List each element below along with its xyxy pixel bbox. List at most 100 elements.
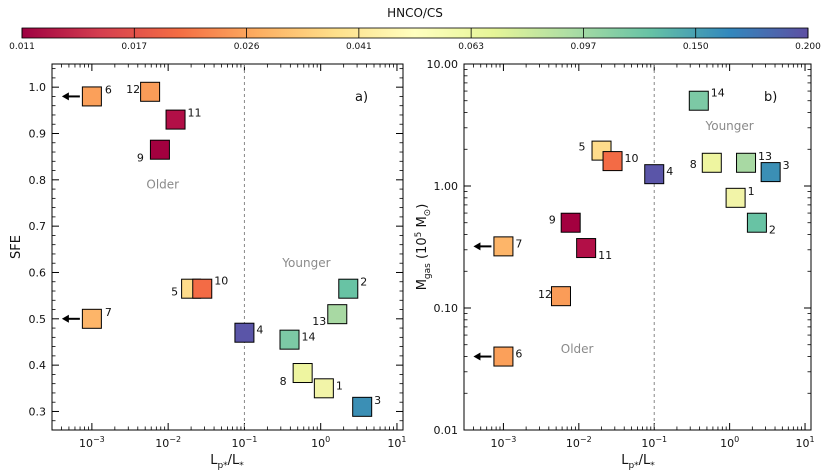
data-point-2: [746, 212, 767, 233]
data-point-7: [493, 236, 514, 257]
data-point-4: [644, 164, 665, 185]
data-point-label: 12: [126, 83, 140, 96]
colorbar-tick-label: 0.011: [9, 42, 35, 52]
data-point-12: [550, 286, 571, 307]
upper-limit-arrowhead: [61, 314, 69, 323]
colorbar-tick-label: 0.150: [683, 42, 709, 52]
y-tick-label: 10.00: [427, 58, 459, 71]
region-label: Younger: [281, 256, 330, 270]
panel-b: 10−3 10−2 10−1 100 1010.010.101.0010.00Young…: [414, 58, 815, 471]
data-point-3: [352, 396, 373, 417]
y-tick-label: 0.6: [29, 266, 47, 279]
panel-a: 10−3 10−2 10−1 100 1010.30.40.50.60.70.80.91…: [9, 63, 407, 471]
data-point-label: 11: [188, 107, 202, 120]
x-tick-label: 101: [795, 435, 814, 450]
data-point-13: [736, 152, 757, 173]
data-point-14: [688, 90, 709, 111]
y-tick-label: 0.3: [29, 405, 47, 418]
data-point-3: [760, 162, 781, 183]
data-point-label: 4: [666, 165, 673, 178]
data-point-4: [234, 322, 255, 343]
colorbar-tick-label: 0.097: [571, 42, 597, 52]
region-label: Younger: [705, 119, 754, 133]
data-point-label: 5: [171, 286, 178, 299]
data-point-6: [81, 86, 102, 107]
x-tick-label: 10−1: [232, 435, 258, 450]
panel-b-tag: b): [764, 90, 777, 105]
data-point-10: [602, 151, 623, 172]
data-point-label: 3: [374, 394, 381, 407]
x-tick-label: 10−3: [79, 435, 105, 450]
data-point-2: [338, 278, 359, 299]
data-point-label: 12: [538, 288, 552, 301]
y-tick-label: 0.5: [29, 313, 47, 326]
panel-a-ylabel: SFE: [9, 235, 24, 259]
colorbar: HNCO/CS 0.011 0.017 0.026 0.041 0.063 0.097 0.…: [9, 6, 821, 52]
panel-a-axes: 10−3 10−2 10−1 100 1010.30.40.50.60.70.80.91…: [29, 64, 407, 450]
data-point-label: 1: [748, 185, 755, 198]
data-point-label: 2: [360, 276, 367, 289]
y-tick-label: 0.8: [29, 174, 47, 187]
y-tick-label: 0.9: [29, 127, 47, 140]
x-tick-label: 100: [720, 435, 739, 450]
panel-a-frame: [51, 63, 404, 431]
data-point-1: [725, 187, 746, 208]
colorbar-ticks: 0.011 0.017 0.026 0.041 0.063 0.097 0.150 0.200: [9, 28, 821, 52]
data-point-13: [327, 304, 348, 325]
panel-b-ylabel-text: Mgas (105 M⊙): [414, 204, 433, 291]
data-point-label: 2: [769, 224, 776, 237]
data-point-label: 5: [579, 141, 586, 154]
colorbar-gradient: [21, 27, 809, 39]
data-point-10: [192, 278, 213, 299]
region-label: Older: [146, 177, 179, 191]
panel-b-ylabel: Mgas (105 M⊙): [414, 204, 433, 291]
panel-a-xlabel: Lp*/L*: [210, 453, 244, 471]
data-point-9: [149, 139, 170, 160]
data-point-label: 1: [336, 379, 343, 392]
data-point-label: 9: [137, 152, 144, 165]
data-point-6: [493, 346, 514, 367]
data-point-label: 14: [302, 331, 316, 344]
colorbar-tick-label: 0.017: [121, 42, 147, 52]
data-point-11: [576, 238, 597, 259]
data-point-label: 6: [105, 83, 112, 96]
data-point-8: [292, 363, 313, 384]
data-point-label: 8: [280, 375, 287, 388]
x-tick-label: 10−2: [155, 435, 181, 450]
upper-limit-arrowhead: [473, 242, 481, 251]
colorbar-tick-label: 0.063: [458, 42, 484, 52]
panel-a-tag: a): [355, 90, 368, 105]
data-point-11: [165, 109, 186, 130]
colorbar-tick-label: 0.041: [346, 42, 372, 52]
data-point-14: [279, 329, 300, 350]
x-tick-label: 10−3: [491, 435, 517, 450]
colorbar-title: HNCO/CS: [387, 6, 443, 20]
y-tick-label: 0.4: [29, 359, 47, 372]
data-point-label: 10: [625, 152, 639, 165]
data-point-label: 11: [598, 249, 612, 262]
colorbar-tick-label: 0.026: [234, 42, 260, 52]
data-point-12: [140, 81, 161, 102]
panel-b-axes: 10−3 10−2 10−1 100 1010.010.101.0010.00Young…: [427, 58, 815, 450]
data-point-label: 3: [783, 159, 790, 172]
data-point-label: 7: [515, 237, 522, 250]
data-point-label: 10: [214, 275, 228, 288]
x-axis-label: Lp*/L*: [621, 453, 655, 471]
data-point-label: 9: [549, 214, 556, 227]
data-point-label: 4: [256, 324, 263, 337]
data-point-9: [560, 212, 581, 233]
data-point-label: 14: [711, 87, 725, 100]
data-point-1: [313, 378, 334, 399]
data-point-8: [701, 152, 722, 173]
data-point-7: [81, 308, 102, 329]
upper-limit-arrowhead: [61, 92, 69, 101]
colorbar-tick-label: 0.200: [795, 42, 821, 52]
y-tick-label: 0.7: [29, 220, 47, 233]
data-point-label: 8: [690, 158, 697, 171]
y-tick-label: 0.10: [434, 302, 459, 315]
panel-b-xlabel: Lp*/L*: [621, 453, 655, 471]
data-point-label: 13: [312, 315, 326, 328]
